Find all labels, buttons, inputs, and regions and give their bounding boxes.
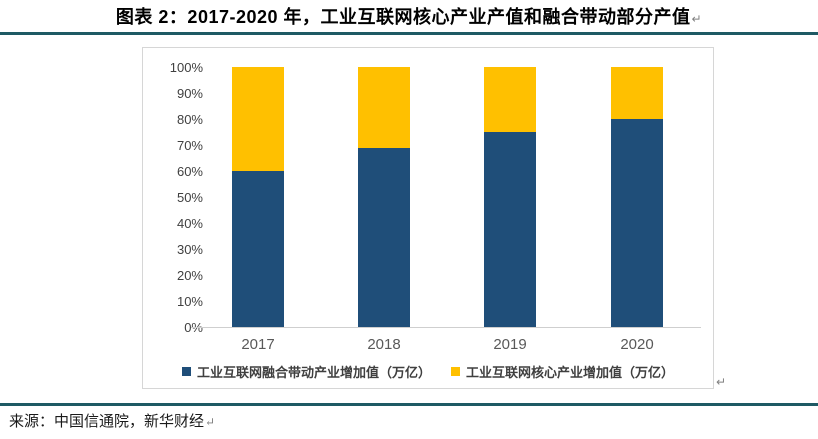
bar-segment-2019 bbox=[484, 67, 536, 132]
legend-label: 工业互联网融合带动产业增加值（万亿） bbox=[196, 365, 431, 380]
legend-item: 工业互联网核心产业增加值（万亿） bbox=[451, 362, 674, 381]
bar-2020 bbox=[611, 48, 663, 327]
figure-title: 图表 2：2017-2020 年，工业互联网核心产业产值和融合带动部分产值↵ bbox=[0, 3, 818, 29]
y-tick-label: 30% bbox=[176, 242, 203, 257]
legend-swatch-icon bbox=[181, 367, 191, 376]
source-line: 来源：中国信通院，新华财经↵ bbox=[9, 410, 215, 431]
bar-segment-2017 bbox=[232, 67, 284, 171]
bar-segment-2020 bbox=[611, 119, 663, 327]
x-tick-label-2017: 2017 bbox=[241, 336, 275, 353]
y-tick-label: 90% bbox=[176, 86, 203, 101]
legend-label: 工业互联网核心产业增加值（万亿） bbox=[466, 365, 675, 380]
bar-2017 bbox=[232, 48, 284, 327]
bar-2018 bbox=[358, 48, 410, 327]
y-tick-label: 70% bbox=[176, 138, 203, 153]
bar-segment-2020 bbox=[611, 67, 663, 119]
y-tick-label: 40% bbox=[176, 216, 203, 231]
x-tick-label-2020: 2020 bbox=[620, 336, 654, 353]
y-tick-label: 100% bbox=[169, 60, 203, 75]
bar-segment-2018 bbox=[358, 67, 410, 148]
paragraph-mark-icon: ↵ bbox=[691, 12, 703, 26]
bar-segment-2019 bbox=[484, 132, 536, 327]
bar-segment-2018 bbox=[358, 147, 410, 327]
legend-swatch-icon bbox=[451, 367, 460, 376]
x-tick-label-2019: 2019 bbox=[493, 336, 527, 353]
legend-item: 工业互联网融合带动产业增加值（万亿） bbox=[181, 362, 431, 381]
y-tick-label: 10% bbox=[176, 294, 203, 309]
bar-2019 bbox=[484, 48, 536, 327]
x-tick-label-2018: 2018 bbox=[367, 336, 401, 353]
x-axis-line bbox=[191, 327, 701, 328]
y-tick-label: 60% bbox=[176, 164, 203, 179]
bottom-divider-rule bbox=[0, 403, 818, 406]
figure-title-text: 图表 2：2017-2020 年，工业互联网核心产业产值和融合带动部分产值 bbox=[115, 7, 691, 27]
y-tick-label: 80% bbox=[176, 112, 203, 127]
y-tick-label: 20% bbox=[176, 268, 203, 283]
bar-segment-2017 bbox=[232, 171, 284, 327]
y-tick-label: 50% bbox=[176, 190, 203, 205]
paragraph-mark-icon: ↵ bbox=[205, 415, 216, 429]
chart-container: 0% 10% 20% 30% 40% 50% 60% 70% 80% 90% 100% 2017 20… bbox=[142, 47, 714, 389]
source-text: 来源：中国信通院，新华财经 bbox=[9, 414, 205, 430]
paragraph-mark-icon: ↵ bbox=[716, 375, 727, 389]
top-divider-rule bbox=[0, 32, 818, 35]
chart-legend: 工业互联网融合带动产业增加值（万亿） 工业互联网核心产业增加值（万亿） bbox=[143, 362, 713, 381]
